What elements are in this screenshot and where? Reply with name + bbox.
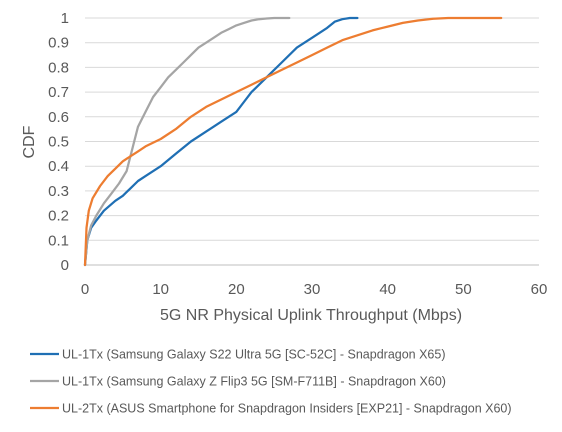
y-tick-label: 0.9	[48, 35, 69, 52]
legend-label-1: UL-1Tx (Samsung Galaxy S22 Ultra 5G [SC-…	[62, 348, 446, 362]
x-tick-label: 10	[152, 281, 169, 298]
y-tick-label: 0.5	[48, 134, 69, 151]
legend-label-3: UL-2Tx (ASUS Smartphone for Snapdragon I…	[62, 402, 512, 416]
x-axis-title: 5G NR Physical Uplink Throughput (Mbps)	[160, 307, 462, 324]
legend-label-2: UL-1Tx (Samsung Galaxy Z Flip3 5G [SM-F7…	[62, 375, 446, 389]
data-series	[83, 16, 503, 267]
y-tick-label: 0.8	[48, 59, 69, 76]
x-tick-label: 60	[531, 281, 548, 298]
x-tick-label: 30	[304, 281, 321, 298]
y-tick-label: 0.3	[48, 183, 69, 200]
y-tick-label: 0.2	[48, 208, 69, 225]
series-line-1	[83, 16, 359, 267]
x-tick-label: 40	[379, 281, 396, 298]
y-tick-label: 0.6	[48, 109, 69, 126]
y-tick-label: 0.7	[48, 84, 69, 101]
x-tick-label: 20	[228, 281, 245, 298]
y-tick-label: 0	[61, 257, 69, 274]
series-line-2	[83, 16, 291, 267]
y-tick-label: 0.1	[48, 232, 69, 249]
legend: UL-1Tx (Samsung Galaxy S22 Ultra 5G [SC-…	[30, 348, 512, 416]
axes: 00.10.20.30.40.50.60.70.80.910 10 20 30 40 50…	[48, 10, 547, 298]
y-tick-label: 0.4	[48, 158, 69, 175]
series-line-3	[83, 16, 503, 267]
x-tick-label: 50	[455, 281, 472, 298]
y-axis-title: CDF	[21, 125, 38, 158]
x-tick-label: 0	[81, 281, 89, 298]
y-tick-label: 1	[61, 10, 69, 27]
